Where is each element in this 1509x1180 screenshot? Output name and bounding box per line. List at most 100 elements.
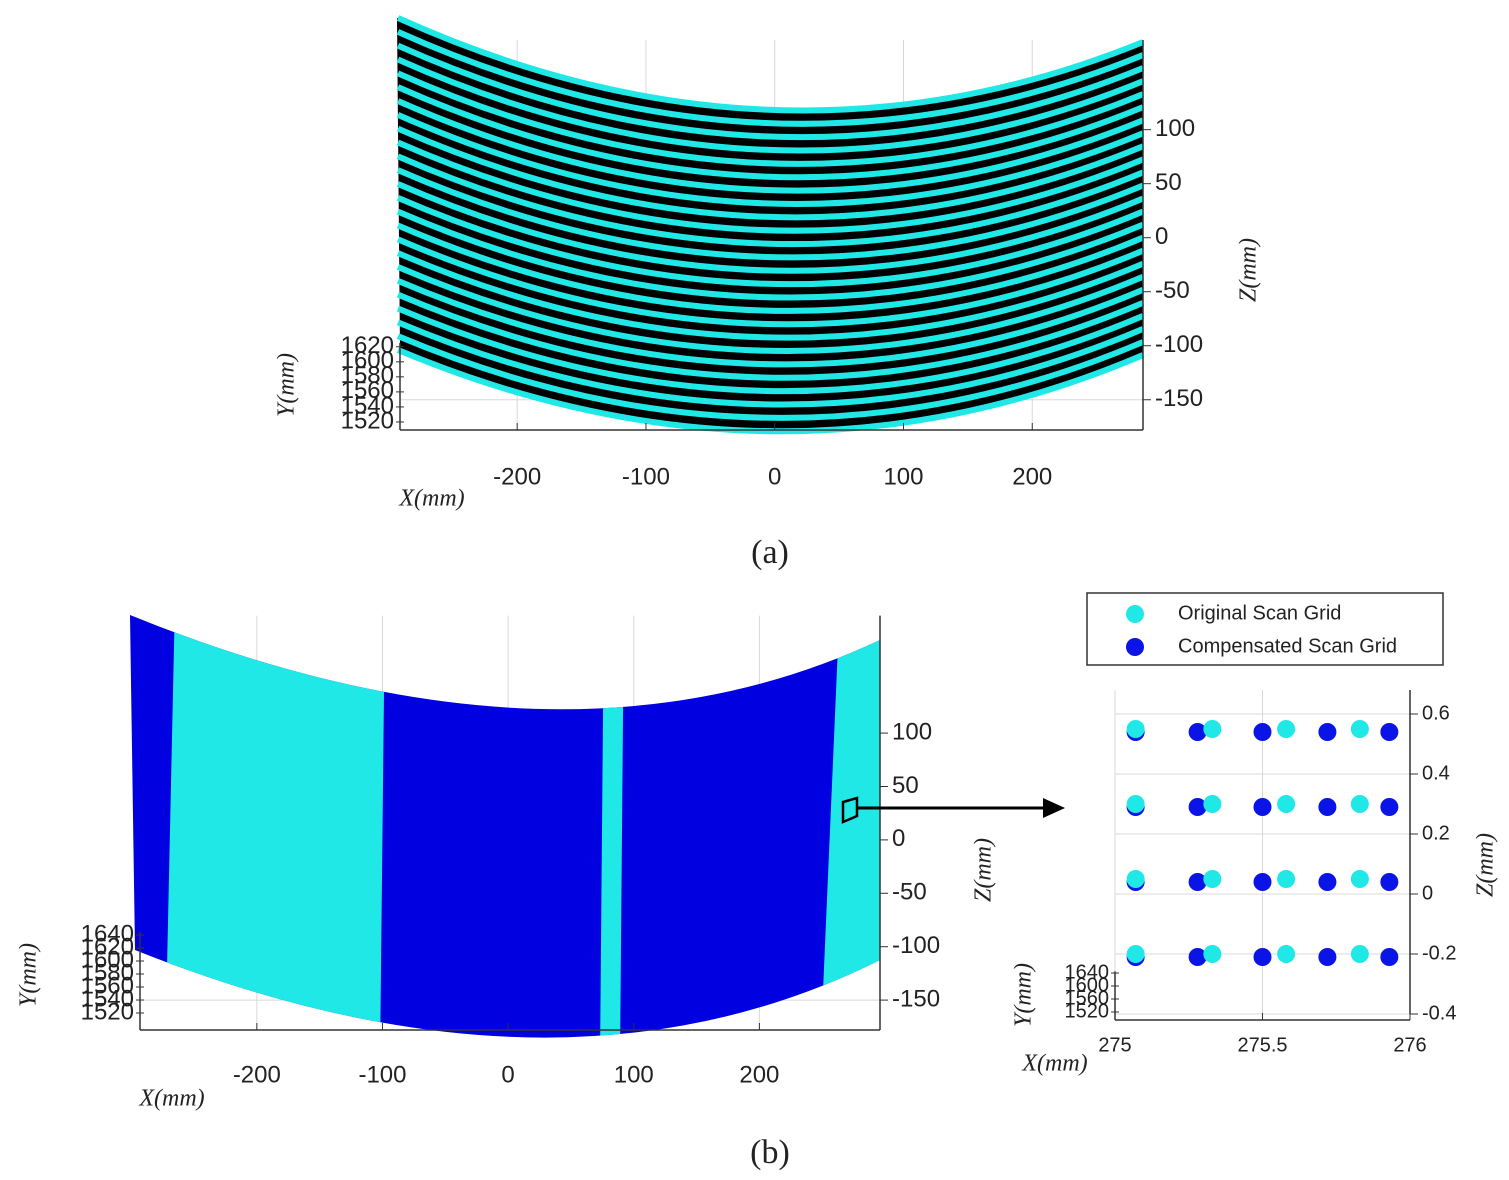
y-tick-label: 1560 [1065, 987, 1110, 1009]
x-tick-label: -100 [358, 1061, 406, 1088]
point [1203, 870, 1222, 888]
y-tick-label: 1540 [81, 985, 134, 1012]
point [1350, 720, 1369, 738]
y-axis-label: Y(mm) [1011, 963, 1037, 1027]
scan-row [396, 125, 1145, 221]
y-tick-label: 1600 [341, 347, 394, 374]
x-tick-label: 200 [739, 1061, 779, 1088]
scan-row [396, 195, 1145, 288]
y-tick-label: 1600 [1065, 974, 1110, 996]
surface-band [600, 615, 624, 1038]
z-tick-label: -0.4 [1422, 1002, 1456, 1024]
y-tick-label: 1600 [81, 946, 134, 973]
z-tick-label: 0 [1155, 223, 1168, 250]
z-tick-label: -100 [892, 932, 940, 959]
x-tick-label: -200 [233, 1061, 281, 1088]
point [1126, 870, 1145, 888]
y-tick-label: 1540 [341, 392, 394, 419]
point [1203, 945, 1222, 963]
point [1318, 798, 1337, 816]
caption: (b) [750, 1134, 790, 1171]
scan-row [396, 236, 1145, 328]
scan-row [396, 167, 1145, 261]
panel-b-zoom: Original Scan Grid Compensated Scan Grid 2… [1011, 592, 1499, 1077]
point [1277, 795, 1296, 813]
point [1350, 870, 1369, 888]
point [1253, 723, 1272, 741]
x-tick-label: 0 [501, 1061, 514, 1088]
x-tick-label: -100 [622, 463, 670, 490]
legend: Original Scan Grid Compensated Scan Grid [1086, 592, 1444, 666]
x-tick-label: 100 [883, 463, 923, 490]
scan-row [396, 305, 1145, 395]
z-tick-label: 0.2 [1422, 822, 1450, 844]
legend-box [1086, 592, 1444, 666]
point [1380, 798, 1399, 816]
point [1277, 720, 1296, 738]
point [1126, 720, 1145, 738]
point [1253, 873, 1272, 891]
x-tick-label: 276 [1393, 1034, 1426, 1056]
scan-row [396, 208, 1145, 301]
x-tick-label: -200 [493, 463, 541, 490]
point [1277, 945, 1296, 963]
point [1188, 723, 1207, 741]
z-tick-label: -150 [892, 985, 940, 1012]
point [1203, 795, 1222, 813]
zoom-marker [841, 796, 859, 824]
panel-b-left: -200 -100 0 100 200 -150 -100 -50 0 50 100 15201540… [16, 615, 997, 1112]
surface-band [820, 615, 880, 1038]
x-tick-label: 275 [1098, 1034, 1131, 1056]
x-tick-label: 0 [768, 463, 781, 490]
y-tick-label: 1520 [1065, 1000, 1110, 1022]
point [1380, 723, 1399, 741]
z-tick-label: -50 [1155, 277, 1190, 304]
y-tick-label: 1580 [81, 959, 134, 986]
legend-marker [1126, 638, 1144, 656]
y-tick-label: 1520 [341, 407, 394, 434]
scan-row [396, 56, 1145, 154]
point [1188, 948, 1207, 966]
arrow-head [1043, 798, 1065, 818]
y-tick-label: 1560 [81, 972, 134, 999]
y-axis-label: Y(mm) [16, 943, 42, 1007]
scan-row [396, 319, 1145, 408]
scan-row [396, 181, 1145, 274]
point [1126, 945, 1145, 963]
z-tick-label: 50 [892, 772, 919, 799]
y-tick-label: 1620 [81, 933, 134, 960]
scan-row [396, 15, 1145, 114]
scan-row [396, 139, 1145, 234]
scan-row [396, 112, 1145, 207]
y-tick-label: 1640 [1065, 961, 1110, 983]
point [1350, 795, 1369, 813]
point [1203, 720, 1222, 738]
z-axis-label: Z(mm) [1236, 238, 1262, 302]
scan-row [396, 70, 1145, 167]
z-tick-label: -150 [1155, 385, 1203, 412]
point [1253, 798, 1272, 816]
point [1253, 948, 1272, 966]
scan-row [396, 29, 1145, 127]
point [1318, 948, 1337, 966]
y-tick-label: 1640 [81, 920, 134, 947]
point [1126, 795, 1145, 813]
y-tick-label: 1520 [81, 998, 134, 1025]
x-tick-label: 275.5 [1237, 1034, 1287, 1056]
scan-row [396, 153, 1145, 248]
z-tick-label: -100 [1155, 331, 1203, 358]
legend-marker [1126, 605, 1144, 623]
legend-label: Compensated Scan Grid [1178, 635, 1397, 657]
y-axis-label: Y(mm) [274, 353, 300, 417]
panel-a: -200 -100 0 100 200 -150 -100 -50 0 50 100 15201540… [274, 15, 1262, 512]
scan-row [396, 222, 1145, 314]
surface-band [165, 615, 385, 1038]
point [1188, 873, 1207, 891]
point [1318, 723, 1337, 741]
point [1188, 798, 1207, 816]
x-tick-label: 200 [1012, 463, 1052, 490]
point [1380, 948, 1399, 966]
point [1318, 873, 1337, 891]
z-tick-label: 0 [892, 825, 905, 852]
z-tick-label: 0.6 [1422, 702, 1450, 724]
